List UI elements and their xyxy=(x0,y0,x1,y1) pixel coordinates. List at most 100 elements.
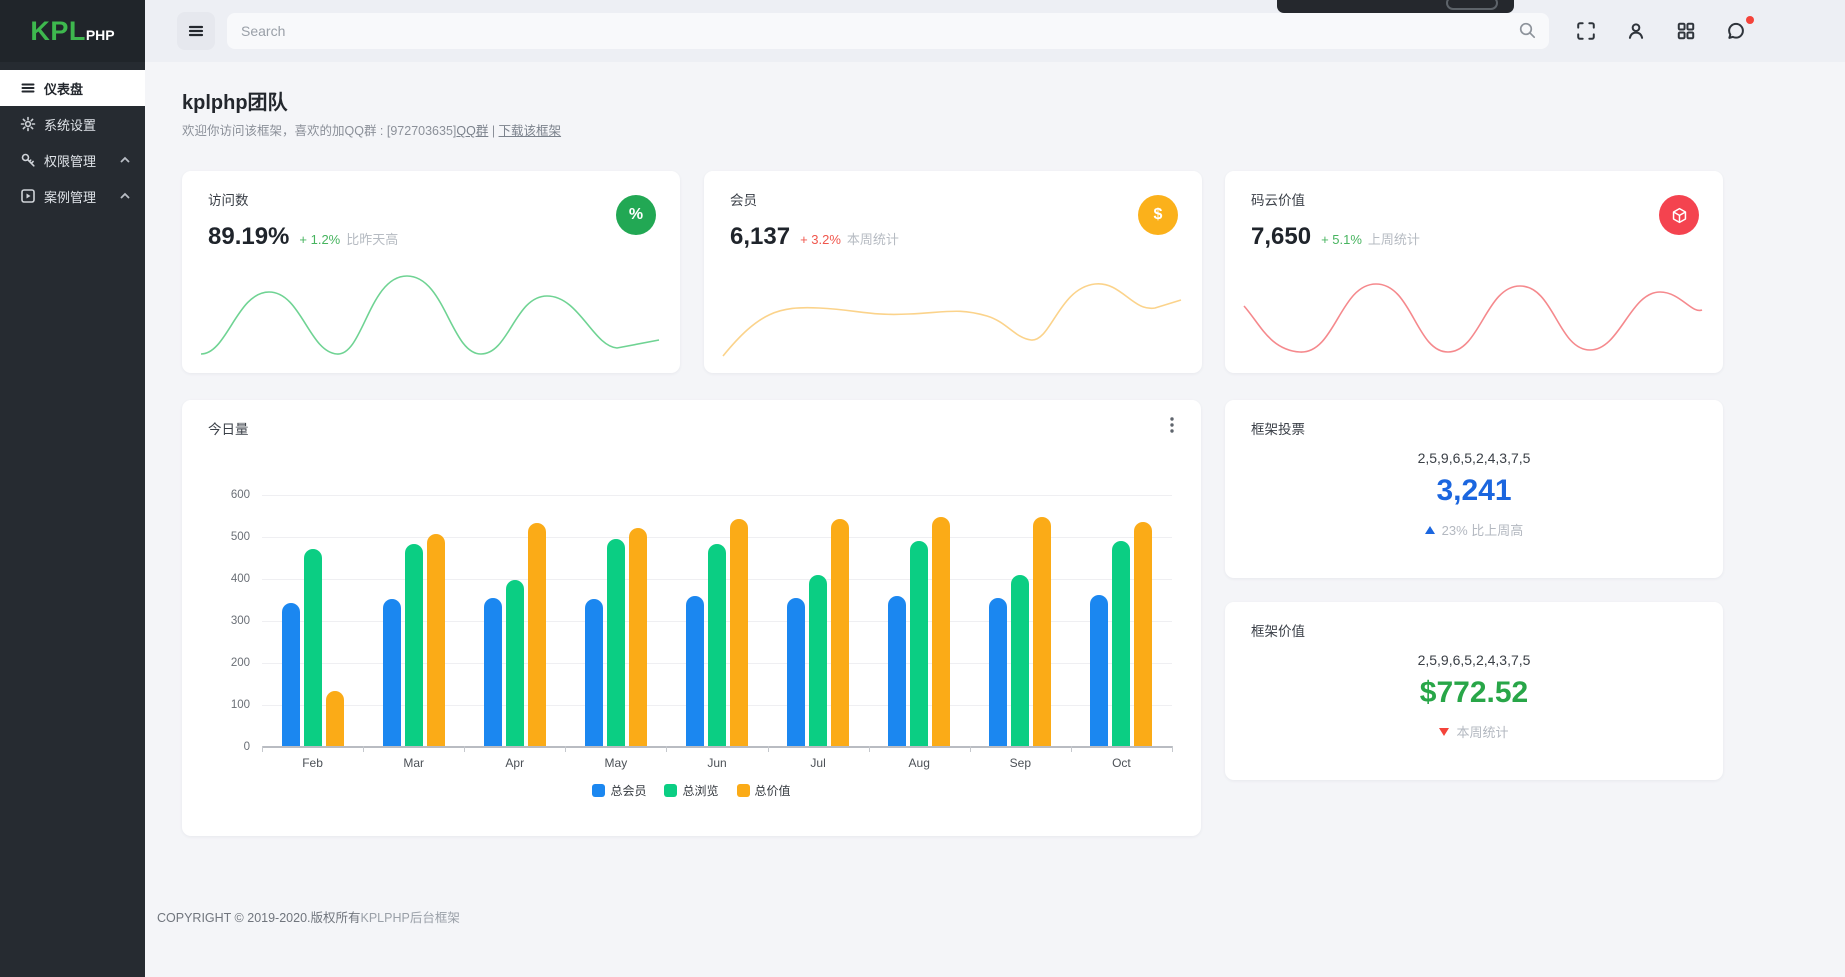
stat-note: 比昨天高 xyxy=(346,232,399,247)
bar-总价值 xyxy=(932,517,951,746)
framework-vote-card: 框架投票 2,5,9,6,5,2,4,3,7,5 3,241 23% 比上周高 xyxy=(1225,400,1723,578)
legend-item-总会员[interactable]: 总会员 xyxy=(592,782,646,799)
legend-item-总价值[interactable]: 总价值 xyxy=(736,782,791,799)
legend-item-总浏览[interactable]: 总浏览 xyxy=(664,782,719,799)
bar-group-jun xyxy=(666,519,767,746)
message-icon[interactable] xyxy=(1725,16,1754,42)
stat-value: 89.19% xyxy=(208,223,290,250)
download-framework-link[interactable]: 下载该框架 xyxy=(498,124,562,138)
bar-总浏览 xyxy=(505,580,524,746)
welcome-prefix: 欢迎你访问该框架，喜欢的加QQ群 : [972703635] xyxy=(182,124,457,138)
y-axis-tick-label: 100 xyxy=(230,699,250,711)
bar-总价值 xyxy=(325,691,344,746)
x-axis-label: Aug xyxy=(908,756,930,770)
qq-group-link[interactable]: QQ群 xyxy=(456,124,489,138)
x-axis-tick xyxy=(262,746,263,752)
stat-note: 上周统计 xyxy=(1367,232,1420,247)
bar-总价值 xyxy=(628,528,647,746)
bar-总价值 xyxy=(1033,517,1052,746)
gridline xyxy=(262,537,1172,538)
x-axis-tick xyxy=(363,746,365,752)
legend-label: 总价值 xyxy=(754,784,791,798)
bar-总浏览 xyxy=(303,549,322,746)
cube-badge xyxy=(1659,195,1699,235)
welcome-text: 欢迎你访问该框架，喜欢的加QQ群 : [972703635]QQ群 | 下载该框… xyxy=(182,120,561,139)
stat-value: 7,650 xyxy=(1251,223,1312,250)
gear-icon xyxy=(20,116,36,132)
page-title: kplphp团队 xyxy=(182,92,288,114)
badge-glyph: $ xyxy=(1153,206,1163,223)
badge-glyph: % xyxy=(628,206,644,223)
bar-group-apr xyxy=(464,523,565,746)
framework-value-card: 框架价值 2,5,9,6,5,2,4,3,7,5 $772.52 本周统计 xyxy=(1225,602,1723,780)
vote-note: 23% 比上周高 xyxy=(1441,523,1524,538)
card-title: 框架价值 xyxy=(1251,624,1305,639)
legend-label: 总会员 xyxy=(610,784,647,798)
x-axis-tick xyxy=(969,746,971,752)
stat-card-visits: 访问数 % 89.19% + 1.2% 比昨天高 xyxy=(182,171,680,373)
y-axis-tick-label: 600 xyxy=(230,489,250,501)
x-axis-label: Sep xyxy=(1009,756,1031,770)
bar-总会员 xyxy=(1090,595,1109,746)
bar-chart-plot: 0 100 200 300 400 500 600 xyxy=(231,489,1173,753)
legend-swatch xyxy=(736,784,750,797)
sidebar-item-label: 仪表盘 xyxy=(44,81,84,97)
search-icon[interactable] xyxy=(1518,21,1537,45)
vote-value: 3,241 xyxy=(1436,474,1512,507)
main-content: kplphp团队 欢迎你访问该框架，喜欢的加QQ群 : [972703635]Q… xyxy=(145,62,1845,977)
stat-card-gitee-value: 码云价值 7,650 + 5.1% 上周统计 xyxy=(1225,171,1723,373)
x-axis-tick xyxy=(767,746,769,752)
overlay-button-outline xyxy=(1446,0,1498,10)
y-axis-tick-label: 200 xyxy=(230,657,250,669)
bar-groups xyxy=(262,496,1172,746)
value-sequence: 2,5,9,6,5,2,4,3,7,5 xyxy=(1417,652,1531,668)
bar-总价值 xyxy=(1134,522,1153,746)
legend-label: 总浏览 xyxy=(682,784,719,798)
sidebar-item-dashboard[interactable]: 仪表盘 xyxy=(0,70,145,106)
footer: COPYRIGHT © 2019-2020.版权所有KPLPHP后台框架 xyxy=(157,907,460,926)
bar-总浏览 xyxy=(809,575,828,746)
sidebar-item-cases[interactable]: 案例管理 xyxy=(0,178,145,214)
bar-总会员 xyxy=(382,599,401,746)
sidebar-toggle-button[interactable] xyxy=(177,12,215,50)
value-note: 本周统计 xyxy=(1456,725,1509,740)
card-title: 访问数 xyxy=(208,193,249,208)
bar-总会员 xyxy=(685,596,704,746)
x-axis-label: Jun xyxy=(707,756,727,770)
bar-总浏览 xyxy=(707,544,726,746)
bar-group-mar xyxy=(363,534,464,746)
x-axis-tick xyxy=(666,746,668,752)
x-axis-tick xyxy=(1070,746,1072,752)
chevron-up-icon[interactable] xyxy=(119,190,131,202)
legend-swatch xyxy=(664,784,678,797)
bar-总会员 xyxy=(989,598,1008,746)
bar-总会员 xyxy=(281,603,300,746)
user-icon[interactable] xyxy=(1625,20,1647,42)
gridline xyxy=(262,495,1172,496)
bar-总价值 xyxy=(831,519,850,746)
x-axis-label: May xyxy=(604,756,628,770)
logo-text-primary: KPL xyxy=(30,15,86,46)
logo-text-secondary: PHP xyxy=(85,26,115,43)
sparkline-yellow xyxy=(722,283,1182,357)
apps-grid-icon[interactable] xyxy=(1675,20,1697,42)
search-input[interactable] xyxy=(227,13,1549,49)
kebab-menu-icon[interactable] xyxy=(1163,416,1181,434)
chart-title: 今日量 xyxy=(208,422,249,437)
bar-总浏览 xyxy=(1011,575,1030,746)
sidebar-item-label: 权限管理 xyxy=(44,153,97,169)
menu-list-icon xyxy=(20,80,36,96)
footer-brand-link[interactable]: KPLPHP后台框架 xyxy=(360,911,460,925)
bar-总价值 xyxy=(426,534,445,746)
fullscreen-icon[interactable] xyxy=(1575,20,1597,42)
sidebar-item-system-settings[interactable]: 系统设置 xyxy=(0,106,145,142)
play-square-icon xyxy=(20,188,36,204)
y-axis-tick-label: 300 xyxy=(230,615,250,627)
chevron-up-icon[interactable] xyxy=(119,154,131,166)
sidebar-item-permissions[interactable]: 权限管理 xyxy=(0,142,145,178)
bar-group-may xyxy=(565,528,666,746)
legend-swatch xyxy=(592,784,606,797)
x-axis-label: Apr xyxy=(505,756,525,770)
stat-value: 6,137 xyxy=(730,223,791,250)
x-axis-label: Mar xyxy=(403,756,424,770)
